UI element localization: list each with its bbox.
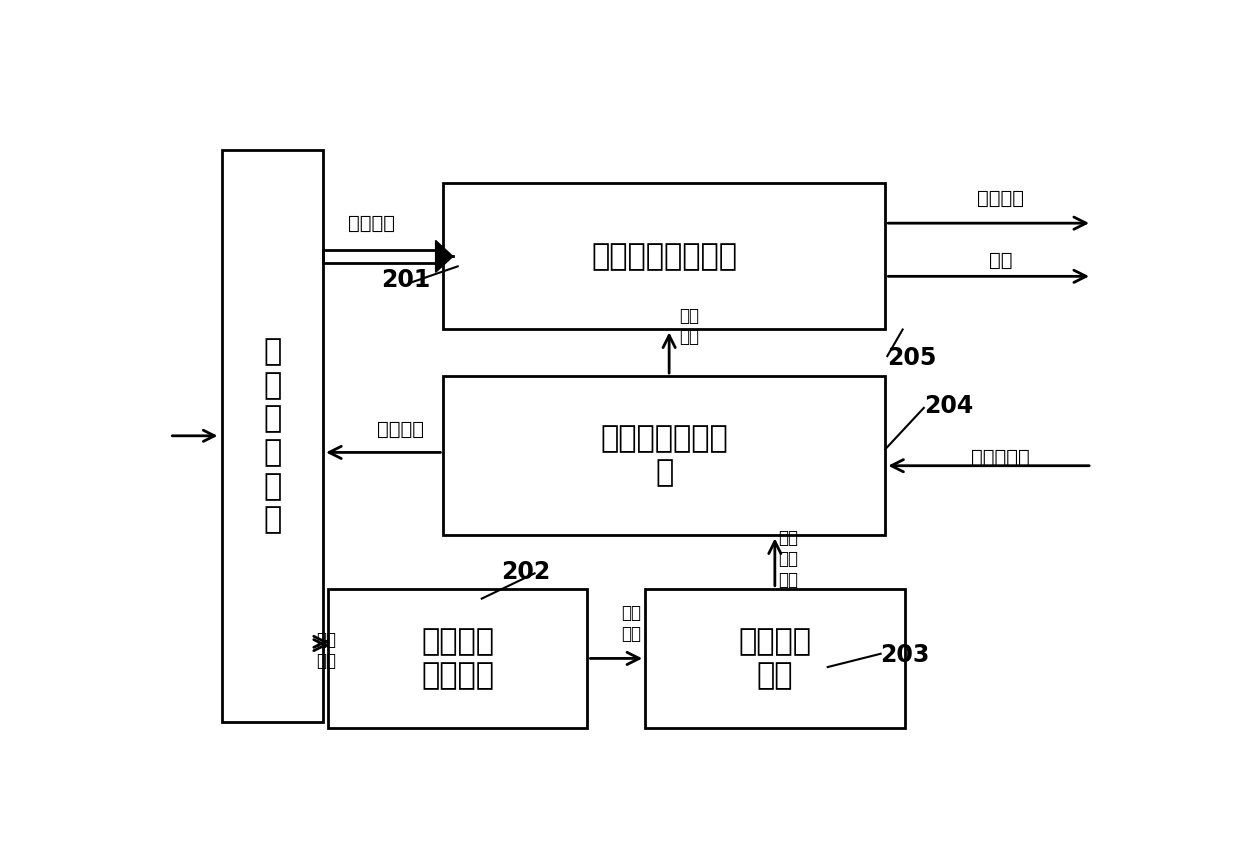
Text: 初始频率字: 初始频率字 [971, 448, 1030, 467]
Text: 201: 201 [381, 268, 430, 292]
Text: 串行数据: 串行数据 [977, 189, 1024, 208]
Text: 时钟
频率: 时钟 频率 [678, 307, 699, 346]
Bar [222, 150, 324, 721]
Bar [444, 183, 885, 330]
Text: 数字频率综合单
元: 数字频率综合单 元 [600, 425, 728, 487]
Text: 204: 204 [924, 394, 973, 418]
Text: 数
据
缓
冲
单
元: 数 据 缓 冲 单 元 [264, 337, 281, 534]
Bar [327, 589, 588, 728]
Text: 时钟: 时钟 [990, 250, 1012, 270]
Text: 203: 203 [880, 643, 930, 667]
Text: 202: 202 [501, 560, 551, 584]
Text: 205: 205 [888, 346, 936, 370]
Polygon shape [435, 241, 453, 273]
Text: 高速并串转换单元: 高速并串转换单元 [591, 242, 738, 271]
Text: 并行数据: 并行数据 [347, 214, 394, 233]
Text: 误差
信号: 误差 信号 [621, 604, 641, 643]
Bar [444, 376, 885, 535]
Text: 二阶滤波
单元: 二阶滤波 单元 [738, 627, 811, 690]
Bar [645, 589, 905, 728]
Text: 时钟频率: 时钟频率 [377, 420, 424, 439]
Text: 缓存
状态: 缓存 状态 [316, 631, 336, 670]
Text: 时钟
补偿
信号: 时钟 补偿 信号 [777, 529, 797, 589]
Text: 误差特性
转换单元: 误差特性 转换单元 [422, 627, 495, 690]
